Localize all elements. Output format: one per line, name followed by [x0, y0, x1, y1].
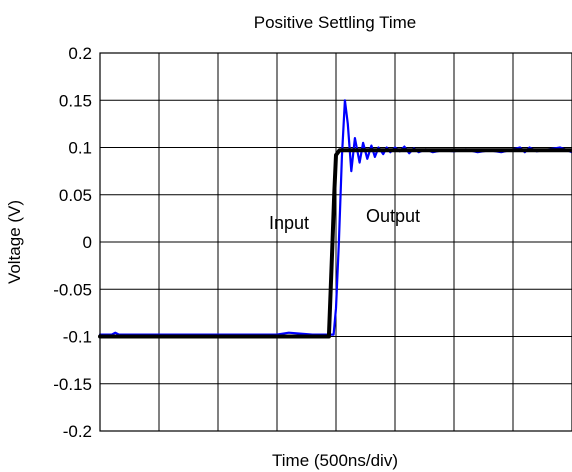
series-line-input [98, 148, 572, 339]
y-tick-label: 0.2 [68, 44, 92, 63]
y-axis-label: Voltage (V) [5, 200, 24, 284]
plot-frame [99, 52, 572, 432]
y-tick-label: 0.15 [59, 91, 92, 110]
series-lines [98, 99, 572, 339]
y-tick-label: -0.15 [53, 375, 92, 394]
x-axis-label: Time (500ns/div) [272, 451, 398, 470]
y-tick-label: -0.05 [53, 280, 92, 299]
y-tick-labels: 0.2 0.15 0.1 0.05 0 -0.05 -0.1 -0.15 -0.2 [53, 44, 92, 441]
y-tick-label: 0.05 [59, 186, 92, 205]
y-tick-label: 0 [83, 233, 92, 252]
chart-title: Positive Settling Time [254, 13, 417, 32]
annotation-output: Output [366, 206, 420, 226]
y-tick-label: 0.1 [68, 139, 92, 158]
y-tick-label: -0.1 [63, 328, 92, 347]
y-tick-label: -0.2 [63, 422, 92, 441]
annotation-input: Input [269, 213, 309, 233]
grid [100, 53, 572, 431]
